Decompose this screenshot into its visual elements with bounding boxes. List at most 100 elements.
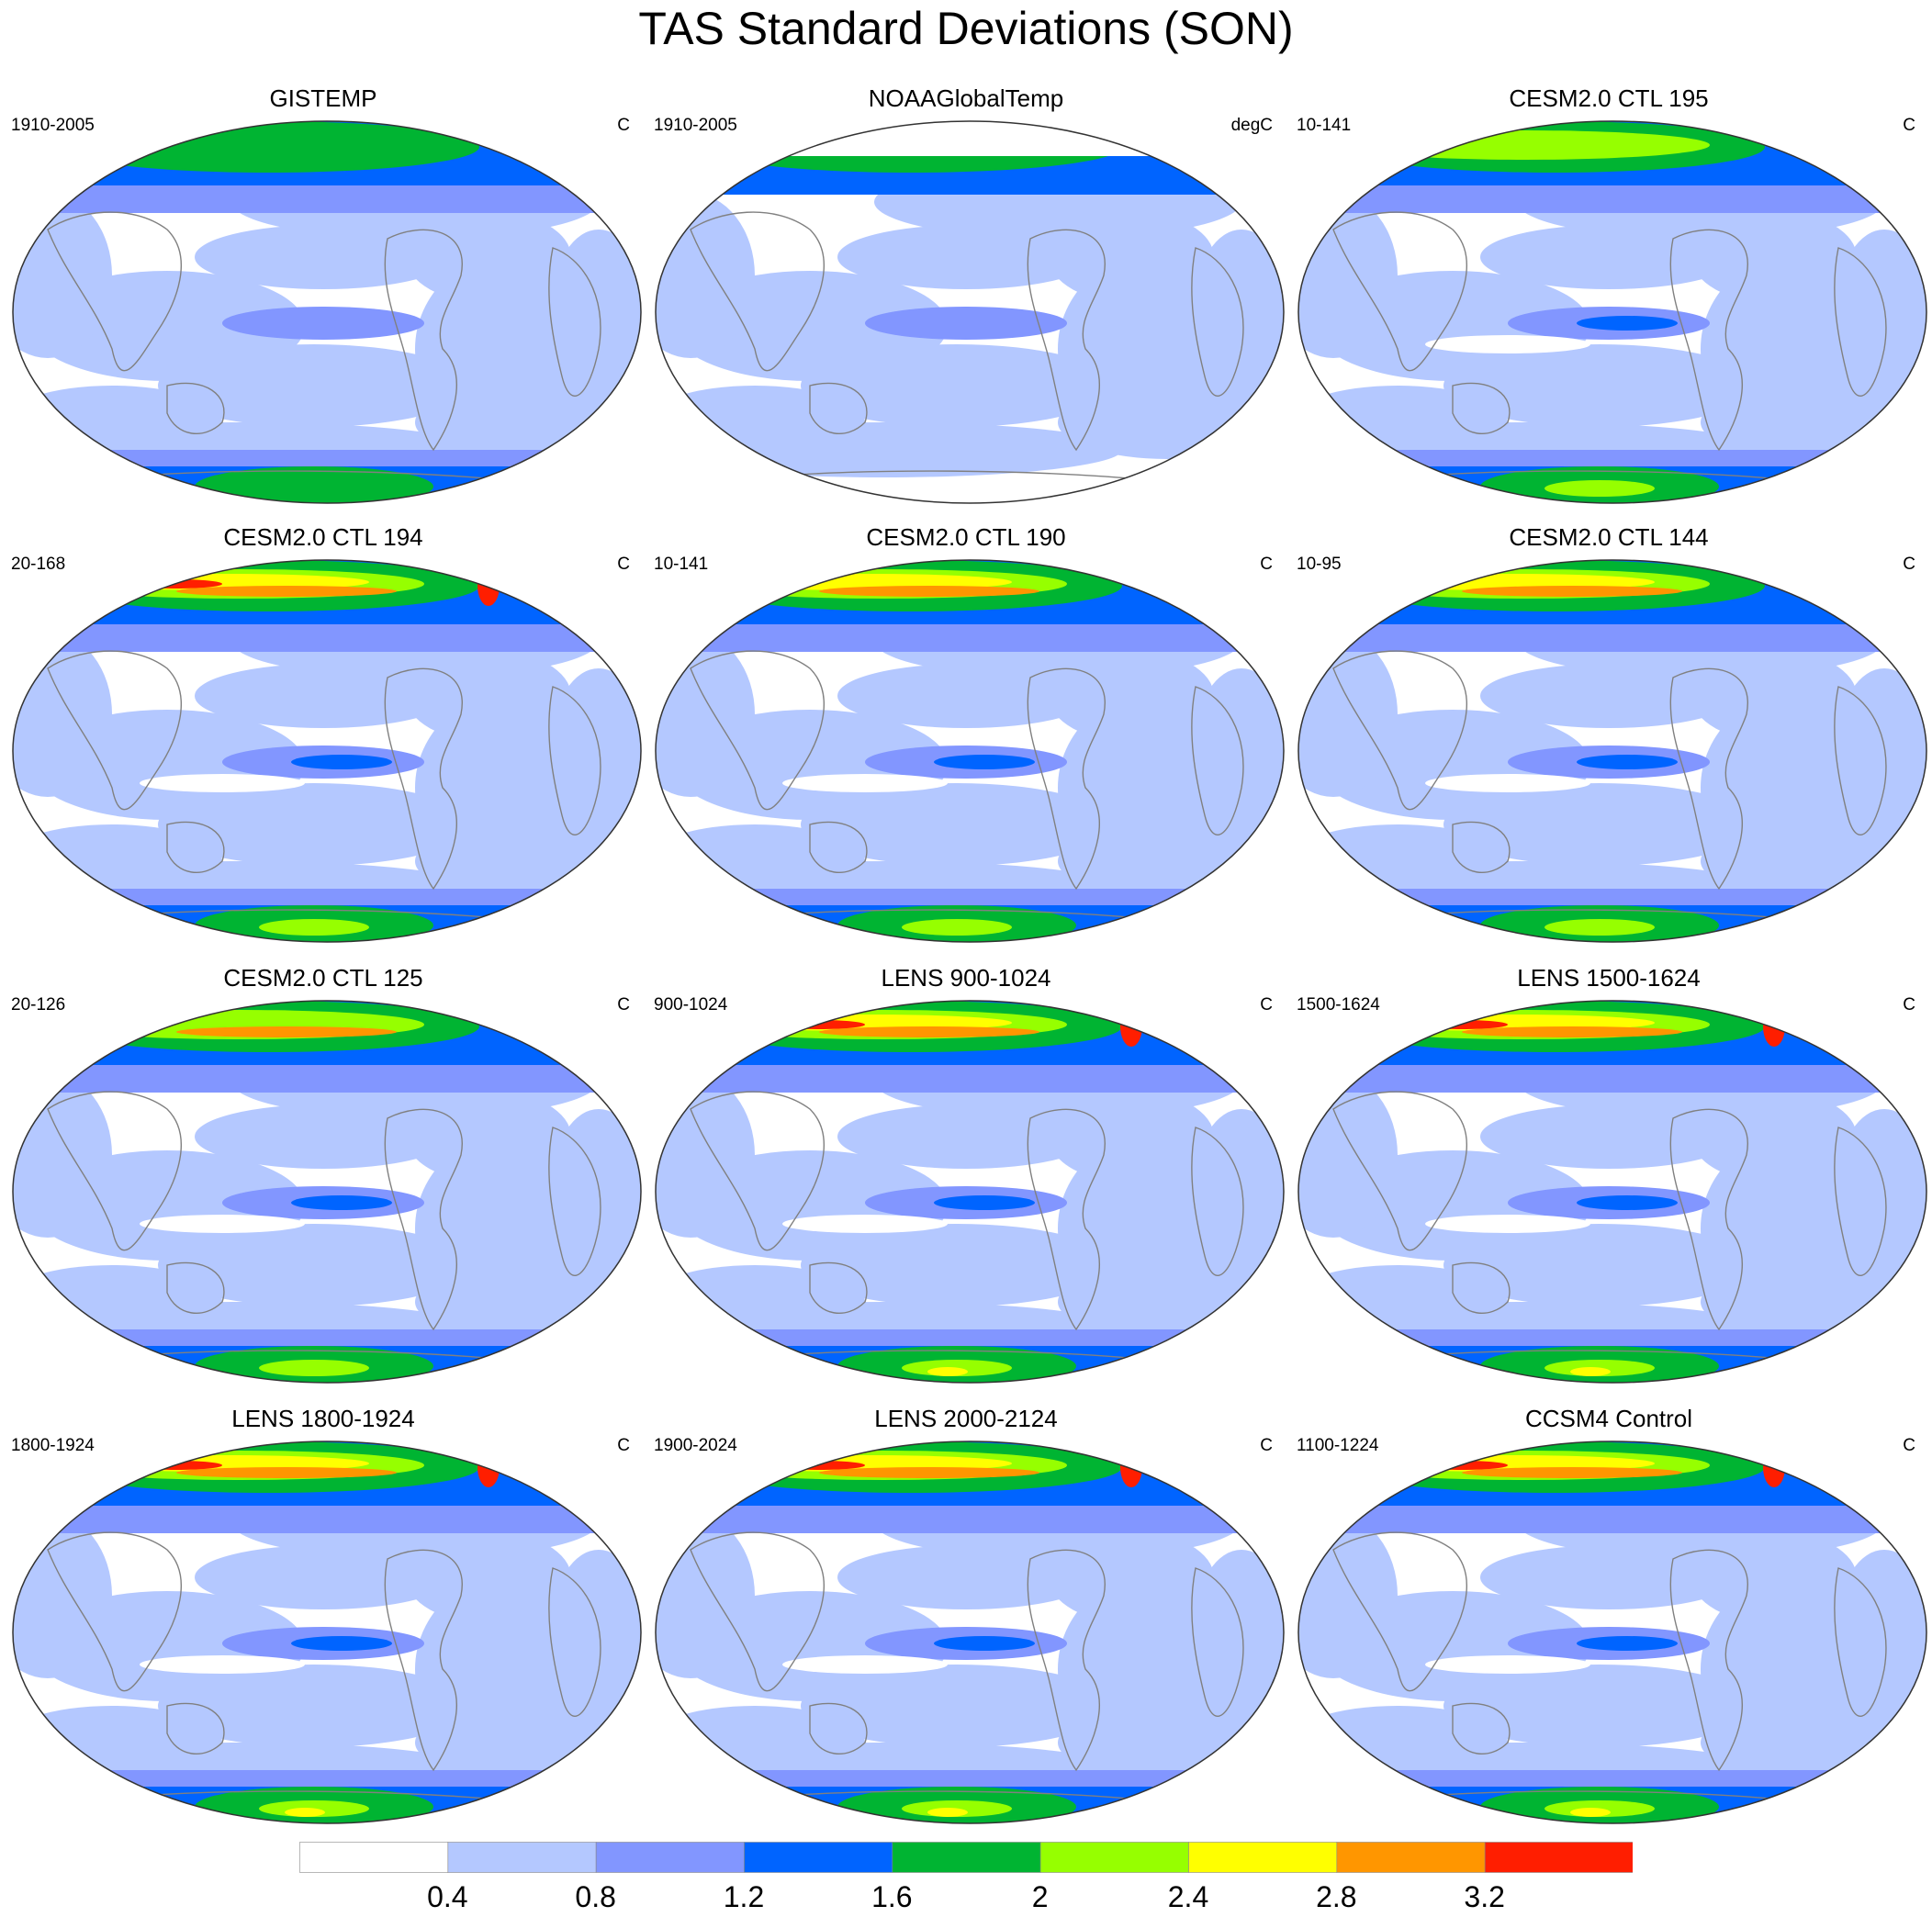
variability-patch: [158, 344, 470, 427]
colorbar-tick-label: 0.8: [575, 1880, 616, 1913]
antarctic-core-peak: [1570, 1808, 1611, 1817]
arctic-fringe: [13, 624, 641, 652]
coastline: [1452, 1702, 1511, 1755]
coastline: [1669, 667, 1748, 891]
coastline: [763, 1790, 1169, 1803]
colorbar-swatch: [1188, 1842, 1338, 1873]
map-panel: CESM2.0 CTL 195 10-141 C: [1287, 84, 1930, 507]
arctic-core-peak: [819, 586, 1039, 597]
variability-patch: [801, 1665, 1113, 1747]
panel-units-label: C: [1903, 995, 1915, 1015]
panel-title: CESM2.0 CTL 144: [1509, 523, 1709, 551]
panel-period-label: 1910-2005: [11, 116, 95, 135]
variability-patch: [1196, 1550, 1284, 1697]
coastline: [166, 821, 225, 874]
map-panel: LENS 2000-2124 1900-2024 C: [645, 1405, 1287, 1827]
coastline: [47, 1091, 182, 1251]
colorbar-tick-label: 2.4: [1167, 1880, 1209, 1913]
antarctic-core-peak: [927, 1808, 968, 1817]
antarctic-core-inner: [1544, 480, 1655, 497]
panel-period-label: 1900-2024: [654, 1436, 737, 1455]
coastline: [548, 247, 601, 397]
coastline: [1406, 470, 1812, 483]
coastline: [1669, 1108, 1748, 1331]
coastline: [809, 821, 868, 874]
coastline: [1834, 247, 1887, 397]
antarctic-core-inner: [259, 1360, 369, 1376]
variability-patch: [1196, 668, 1284, 815]
colorbar-tick-label: 1.2: [723, 1880, 765, 1913]
enso-gap: [1425, 1215, 1590, 1233]
enso-band: [222, 307, 424, 340]
panel-title: CESM2.0 CTL 190: [866, 523, 1066, 551]
arctic-fringe: [1298, 624, 1926, 652]
panel-period-label: 1100-1224: [1297, 1436, 1379, 1455]
panel-period-label: 10-95: [1297, 555, 1342, 574]
colorbar-swatch: [447, 1842, 597, 1873]
map-panel: CCSM4 Control 1100-1224 C: [1287, 1405, 1930, 1827]
variability-patch: [553, 230, 641, 376]
variability-patch: [801, 1224, 1113, 1306]
panel-period-label: 1500-1624: [1297, 995, 1380, 1015]
coastline: [1406, 1350, 1812, 1362]
coastline: [1027, 667, 1106, 891]
variability-patch: [1838, 668, 1926, 815]
map-outline: [655, 120, 1285, 504]
coastline: [166, 1261, 225, 1315]
panel-title: NOAAGlobalTemp: [868, 84, 1064, 112]
variability-patch: [801, 344, 1113, 427]
arctic-core-peak: [819, 1026, 1039, 1037]
arctic-max: [1763, 1447, 1785, 1487]
coastline: [548, 1127, 601, 1276]
enso-core: [291, 1636, 392, 1651]
coastline: [690, 1091, 825, 1251]
map-outline: [1297, 559, 1927, 943]
panel-title: CESM2.0 CTL 195: [1509, 84, 1709, 112]
variability-patch: [1838, 230, 1926, 376]
arctic-core-peak: [1462, 1026, 1682, 1037]
world-map: [1297, 120, 1927, 504]
variability-patch: [1838, 1109, 1926, 1256]
coastline: [1332, 1531, 1467, 1692]
panel-period-label: 1910-2005: [654, 116, 737, 135]
map-outline: [1297, 1000, 1927, 1384]
enso-gap: [782, 1215, 948, 1233]
coastline: [120, 470, 526, 483]
panel-units-label: C: [617, 116, 630, 135]
colorbar-swatch: [1336, 1842, 1486, 1873]
enso-core: [1577, 316, 1678, 331]
arctic-max: [1763, 1006, 1785, 1047]
coastline: [47, 650, 182, 811]
coastline: [763, 909, 1169, 922]
coastline: [1191, 247, 1244, 397]
variability-patch: [553, 1550, 641, 1697]
world-map: [655, 120, 1285, 504]
antarctic-core: [195, 466, 433, 503]
colorbar-tick-label: 2.8: [1316, 1880, 1357, 1913]
panel-period-label: 900-1024: [654, 995, 728, 1015]
panel-period-label: 20-168: [11, 555, 66, 574]
arctic-fringe: [656, 1506, 1284, 1533]
enso-gap: [782, 774, 948, 792]
arctic-fringe: [1298, 185, 1926, 213]
colorbar-swatch: [892, 1842, 1041, 1873]
variability-patch: [158, 783, 470, 866]
coastline: [384, 1549, 463, 1772]
map-outline: [655, 1000, 1285, 1384]
coastline: [1191, 686, 1244, 835]
panel-title: LENS 2000-2124: [874, 1405, 1058, 1432]
arctic-max: [477, 1447, 500, 1487]
coastline: [120, 1790, 526, 1803]
antarctic-core-peak: [927, 1367, 968, 1376]
coastline: [690, 650, 825, 811]
coastline: [763, 470, 1169, 483]
variability-patch: [1838, 1550, 1926, 1697]
map-panel: CESM2.0 CTL 190 10-141 C: [645, 523, 1287, 946]
coastline: [809, 1702, 868, 1755]
map-panel: CESM2.0 CTL 194 20-168 C: [2, 523, 645, 946]
panel-period-label: 10-141: [1297, 116, 1352, 135]
variability-patch: [1196, 1109, 1284, 1256]
map-outline: [1297, 1441, 1927, 1824]
panel-period-label: 10-141: [654, 555, 709, 574]
variability-patch: [1443, 1665, 1756, 1747]
